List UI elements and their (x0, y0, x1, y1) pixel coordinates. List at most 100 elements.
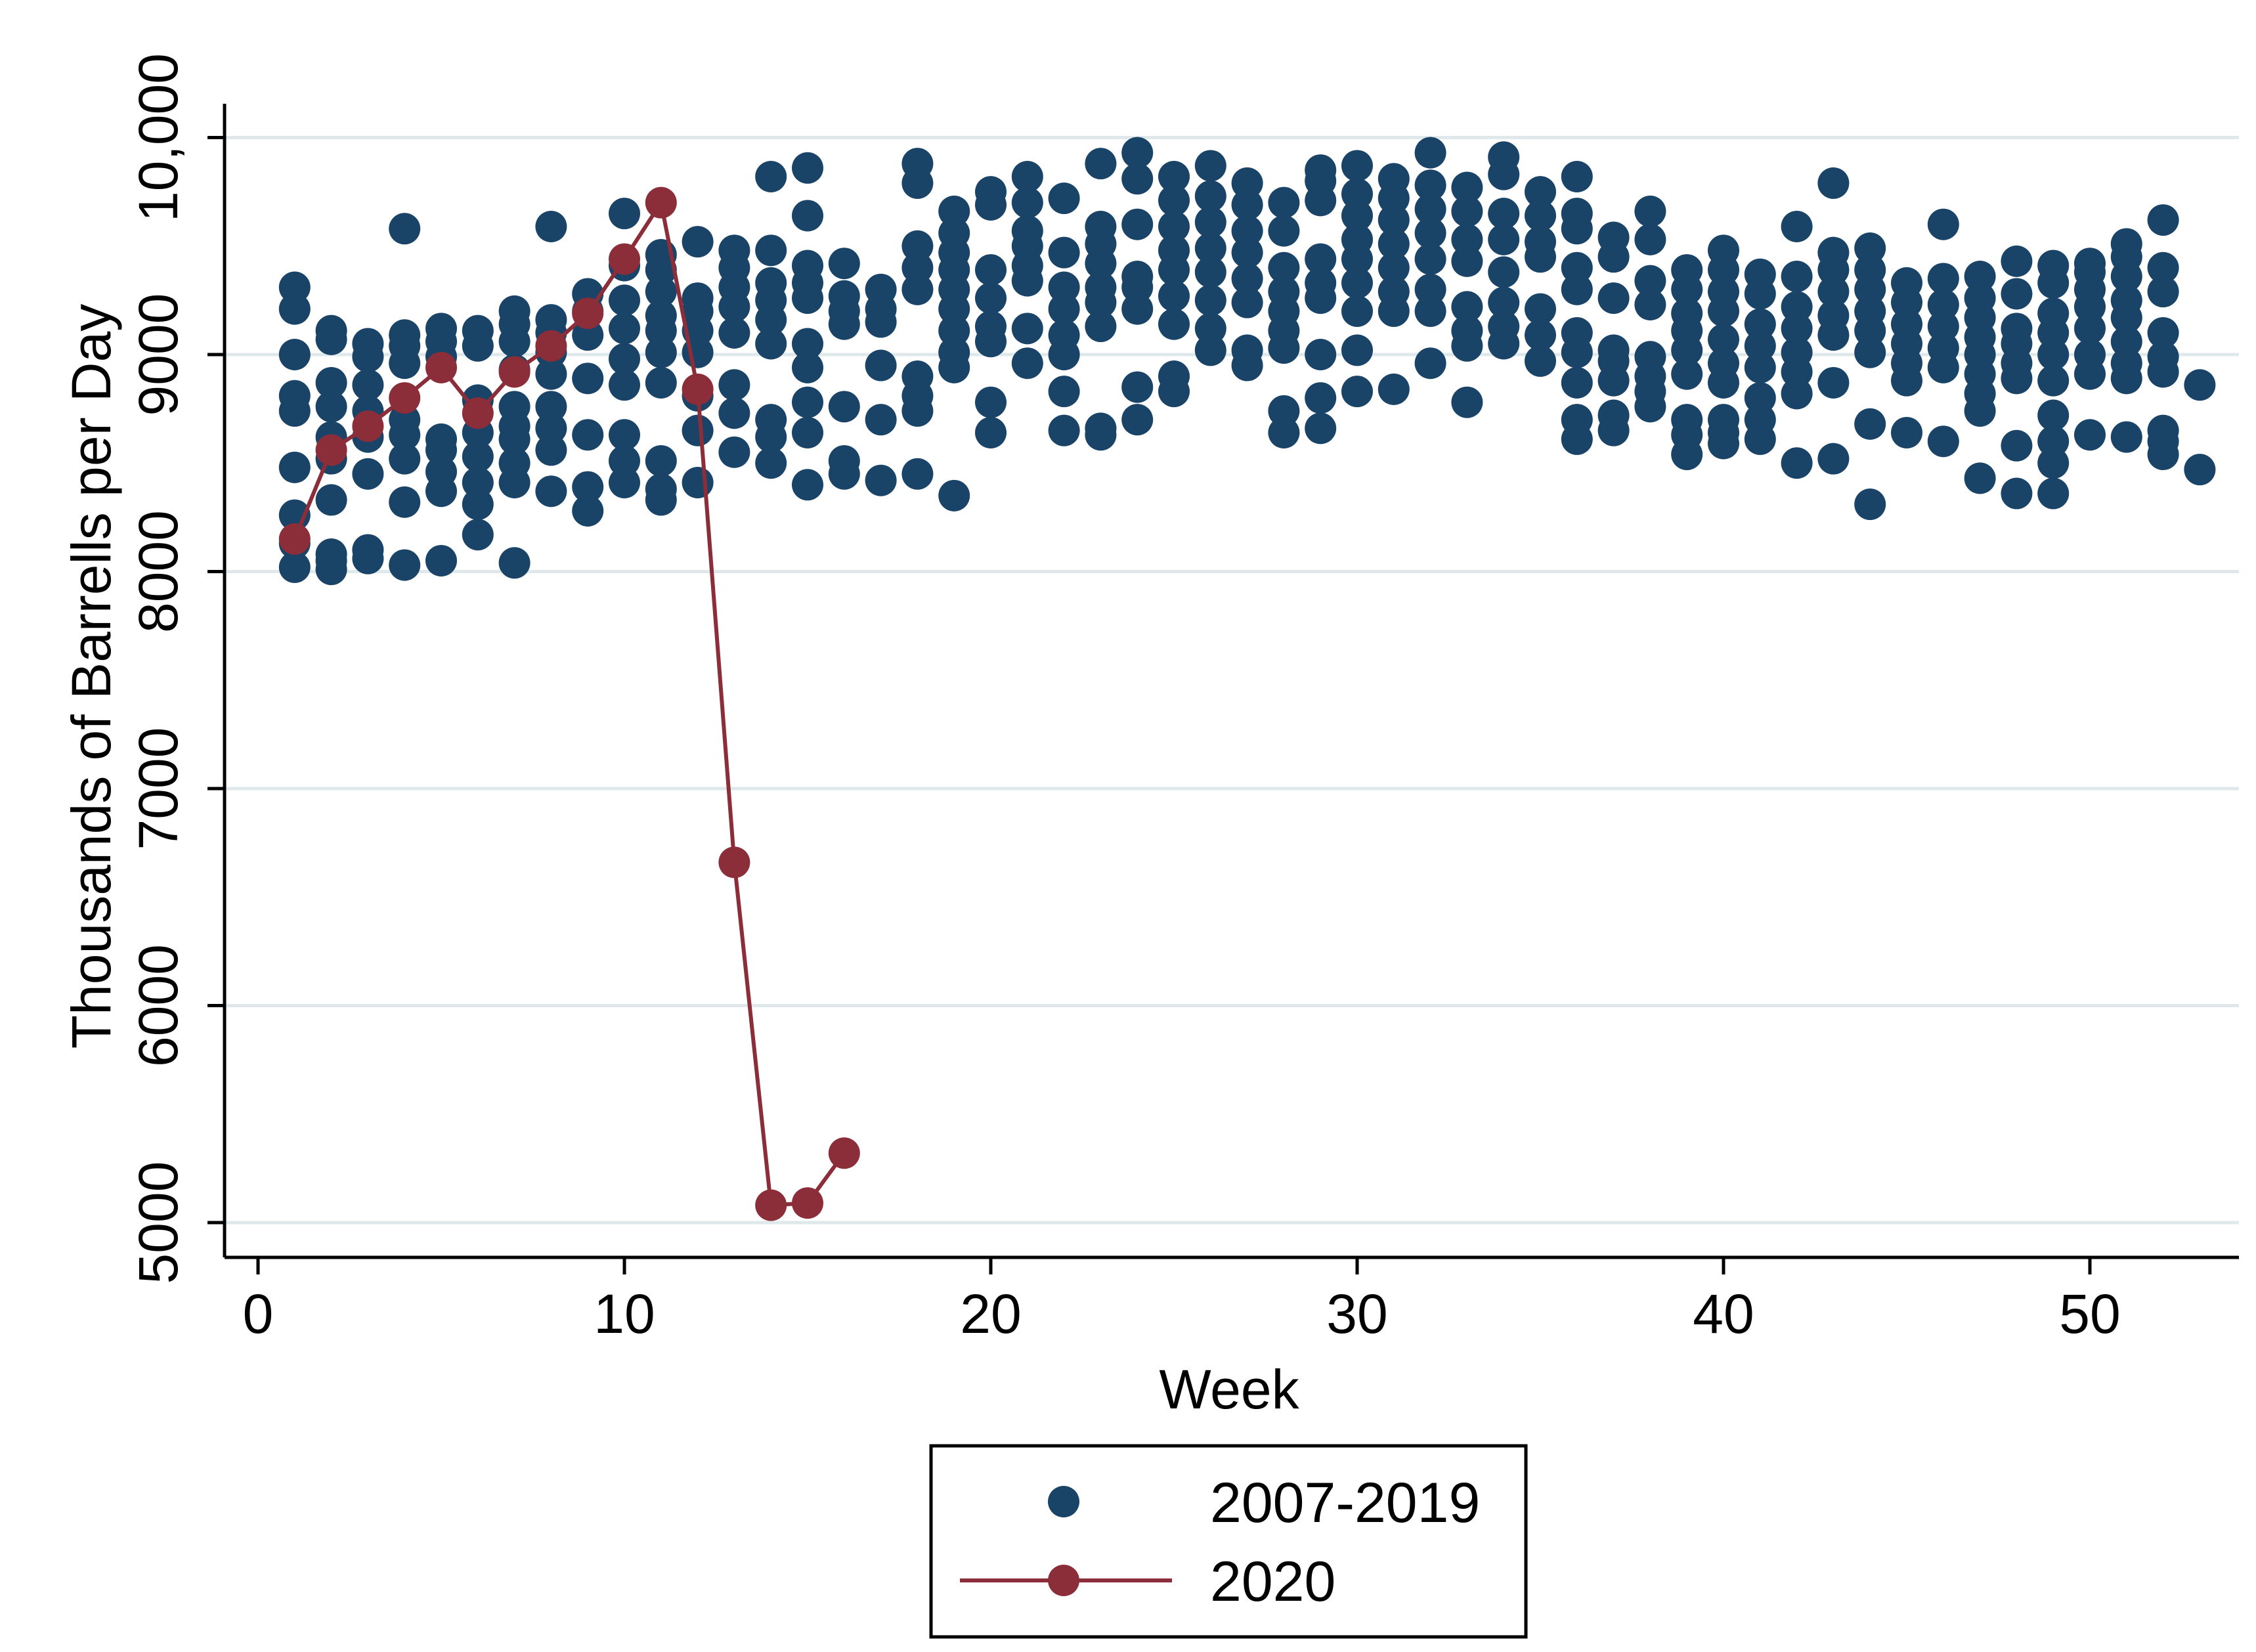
point-2007-2019-w46 (1927, 332, 1959, 364)
point-2007-2019-w41 (1744, 382, 1776, 414)
point-2007-2019-w5 (425, 544, 457, 576)
point-2007-2019-w33 (1451, 223, 1483, 255)
x-tick-label-10: 10 (594, 1283, 655, 1345)
point-2007-2019-w34 (1488, 198, 1520, 230)
point-2007-2019-w48 (2001, 278, 2033, 310)
series-2020 (278, 186, 860, 1221)
x-tick-label-50: 50 (2059, 1283, 2120, 1345)
point-2007-2019-w48 (2001, 477, 2033, 510)
y-tick-label-9000: 9000 (127, 293, 189, 416)
point-2007-2019-w52 (2147, 204, 2179, 236)
point-2007-2019-w49 (2037, 399, 2070, 431)
point-2007-2019-w22 (1048, 414, 1080, 446)
point-2007-2019-w36 (1561, 198, 1593, 230)
point-2007-2019-w38 (1634, 265, 1666, 297)
point-2007-2019-w29 (1305, 243, 1337, 275)
point-2007-2019-w40 (1708, 323, 1739, 355)
point-2007-2019-w19 (938, 217, 970, 249)
point-2007-2019-w42 (1781, 291, 1813, 323)
point-2007-2019-w25 (1158, 211, 1190, 243)
point-2007-2019-w43 (1817, 236, 1850, 269)
point-2007-2019-w26 (1194, 284, 1226, 316)
point-2007-2019-w36 (1561, 273, 1593, 305)
point-2007-2019-w8 (535, 211, 567, 243)
point-2007-2019-w10 (609, 313, 640, 345)
point-2007-2019-w18 (901, 148, 934, 180)
point-2007-2019-w27 (1231, 263, 1263, 295)
point-2007-2019-w35 (1525, 345, 1556, 377)
x-tick-label-40: 40 (1693, 1283, 1754, 1345)
point-2007-2019-w34 (1488, 256, 1520, 288)
point-2007-2019-w34 (1488, 286, 1520, 318)
point-2007-2019-w12 (682, 414, 714, 446)
point-2007-2019-w40 (1708, 234, 1739, 267)
point-2007-2019-w50 (2074, 248, 2106, 280)
point-2007-2019-w15 (792, 351, 823, 383)
point-2007-2019-w26 (1194, 232, 1226, 265)
point-2007-2019-w43 (1817, 299, 1850, 332)
point-2007-2019-w30 (1341, 376, 1373, 408)
point-2007-2019-w1 (278, 451, 311, 483)
point-2007-2019-w25 (1158, 360, 1190, 393)
point-2007-2019-w23 (1085, 311, 1117, 343)
point-2007-2019-w7 (498, 295, 531, 327)
point-2007-2019-w45 (1891, 267, 1922, 299)
point-2007-2019-w33 (1451, 245, 1483, 277)
point-2007-2019-w31 (1377, 276, 1410, 308)
point-2007-2019-w30 (1341, 267, 1373, 299)
point-2007-2019-w23 (1085, 271, 1117, 303)
point-2007-2019-w47 (1964, 462, 1996, 494)
point-2007-2019-w33 (1451, 315, 1483, 347)
point-2007-2019-w14 (755, 267, 787, 299)
point-2007-2019-w39 (1671, 297, 1703, 330)
point-2007-2019-w37 (1597, 399, 1630, 431)
point-2007-2019-w4 (389, 213, 421, 245)
point-2007-2019-w24 (1121, 371, 1154, 403)
point-2007-2019-w8 (535, 412, 567, 445)
point-2007-2019-w38 (1634, 195, 1666, 227)
point-2007-2019-w44 (1854, 336, 1886, 368)
point-2007-2019-w14 (755, 404, 787, 436)
point-2007-2019-w11 (645, 366, 677, 399)
legend-label-2020: 2020 (1210, 1550, 1335, 1613)
point-2007-2019-w27 (1231, 334, 1263, 366)
point-2007-2019-w15 (792, 152, 823, 184)
legend: 2007-2019 2020 (929, 1444, 1528, 1639)
point-2007-2019-w15 (792, 328, 823, 360)
point-2007-2019-w21 (1011, 160, 1043, 192)
point-2020-w14 (755, 1189, 787, 1221)
point-2007-2019-w35 (1525, 200, 1556, 232)
point-2007-2019-w17 (865, 273, 897, 305)
point-2007-2019-w45 (1891, 416, 1922, 448)
point-2007-2019-w50 (2074, 419, 2106, 451)
point-2007-2019-w11 (645, 299, 677, 332)
point-2007-2019-w7 (498, 391, 531, 423)
y-tick-label-8000: 8000 (127, 510, 189, 633)
point-2007-2019-w46 (1927, 311, 1959, 343)
point-2007-2019-w32 (1414, 217, 1446, 249)
point-2007-2019-w18 (901, 230, 934, 262)
point-2007-2019-w50 (2074, 313, 2106, 345)
point-2007-2019-w30 (1341, 334, 1373, 366)
point-2007-2019-w22 (1048, 376, 1080, 408)
y-tick-label-5000: 5000 (127, 1162, 189, 1284)
point-2007-2019-w16 (828, 445, 860, 477)
point-2007-2019-w39 (1671, 254, 1703, 286)
point-2007-2019-w46 (1927, 425, 1959, 458)
point-2007-2019-w12 (682, 466, 714, 498)
point-2020-w15 (792, 1187, 823, 1219)
point-2007-2019-w41 (1744, 404, 1776, 436)
y-tick-label-7000: 7000 (127, 728, 189, 850)
point-2007-2019-w33 (1451, 386, 1483, 418)
x-axis-title: Week (1159, 1359, 1299, 1420)
point-2007-2019-w48 (2001, 429, 2033, 462)
point-2007-2019-w53 (2184, 369, 2216, 401)
point-2007-2019-w6 (462, 489, 494, 521)
point-2007-2019-w29 (1305, 412, 1337, 445)
point-2007-2019-w14 (755, 234, 787, 267)
point-2007-2019-w1 (278, 380, 311, 412)
point-2007-2019-w46 (1927, 263, 1959, 295)
point-2007-2019-w36 (1561, 160, 1593, 192)
point-2007-2019-w22 (1048, 319, 1080, 351)
point-2007-2019-w26 (1194, 334, 1226, 366)
